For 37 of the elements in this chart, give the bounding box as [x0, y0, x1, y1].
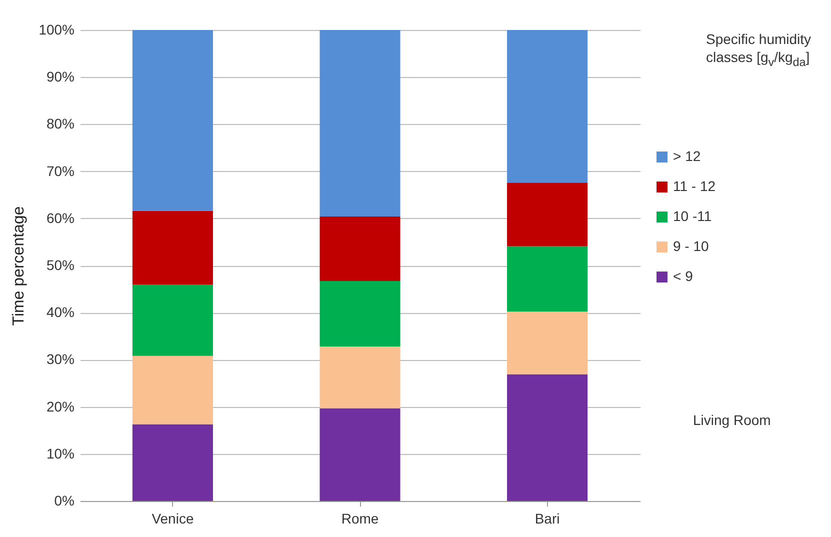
bar — [132, 30, 213, 211]
y-tick-label: 10% — [46, 445, 74, 462]
bar — [132, 210, 213, 285]
bar — [507, 182, 588, 246]
bar — [320, 216, 400, 282]
y-tick-label: 70% — [46, 162, 74, 179]
bar — [132, 356, 213, 424]
bar — [132, 424, 213, 501]
bar — [507, 246, 588, 312]
x-tick-label: Rome — [341, 510, 379, 526]
y-tick-label: 60% — [46, 210, 74, 226]
legend-label: 9 - 10 — [673, 238, 710, 254]
y-tick-label: 0% — [54, 492, 74, 508]
legend-label: > 12 — [673, 148, 701, 164]
bar — [320, 408, 400, 501]
bar — [320, 346, 400, 408]
bar — [320, 30, 400, 217]
legend-title: Specific humidity classes [g$_{v}$/kg$_{da}$] — [706, 30, 812, 71]
y-axis-title: Time percentage — [10, 206, 28, 326]
y-tick-label: 100% — [38, 22, 74, 38]
x-tick-label: Bari — [534, 510, 560, 526]
legend-label: < 9 — [673, 268, 694, 284]
y-tick-label: 40% — [46, 304, 74, 320]
text: Living Room — [693, 412, 771, 428]
legend-label: 11 - 12 — [673, 178, 716, 194]
y-tick-label: 20% — [46, 398, 74, 414]
bar — [132, 284, 213, 356]
legend-label: 10 -11 — [673, 208, 712, 224]
bar — [507, 312, 588, 374]
bar — [507, 30, 588, 183]
y-tick-label: 80% — [46, 116, 74, 132]
bar — [507, 374, 588, 501]
y-tick-label: 90% — [46, 68, 74, 85]
y-tick-label: 50% — [46, 257, 74, 273]
x-tick-label: Venice — [152, 510, 194, 526]
y-tick-label: 30% — [46, 351, 74, 368]
bar — [320, 281, 400, 347]
